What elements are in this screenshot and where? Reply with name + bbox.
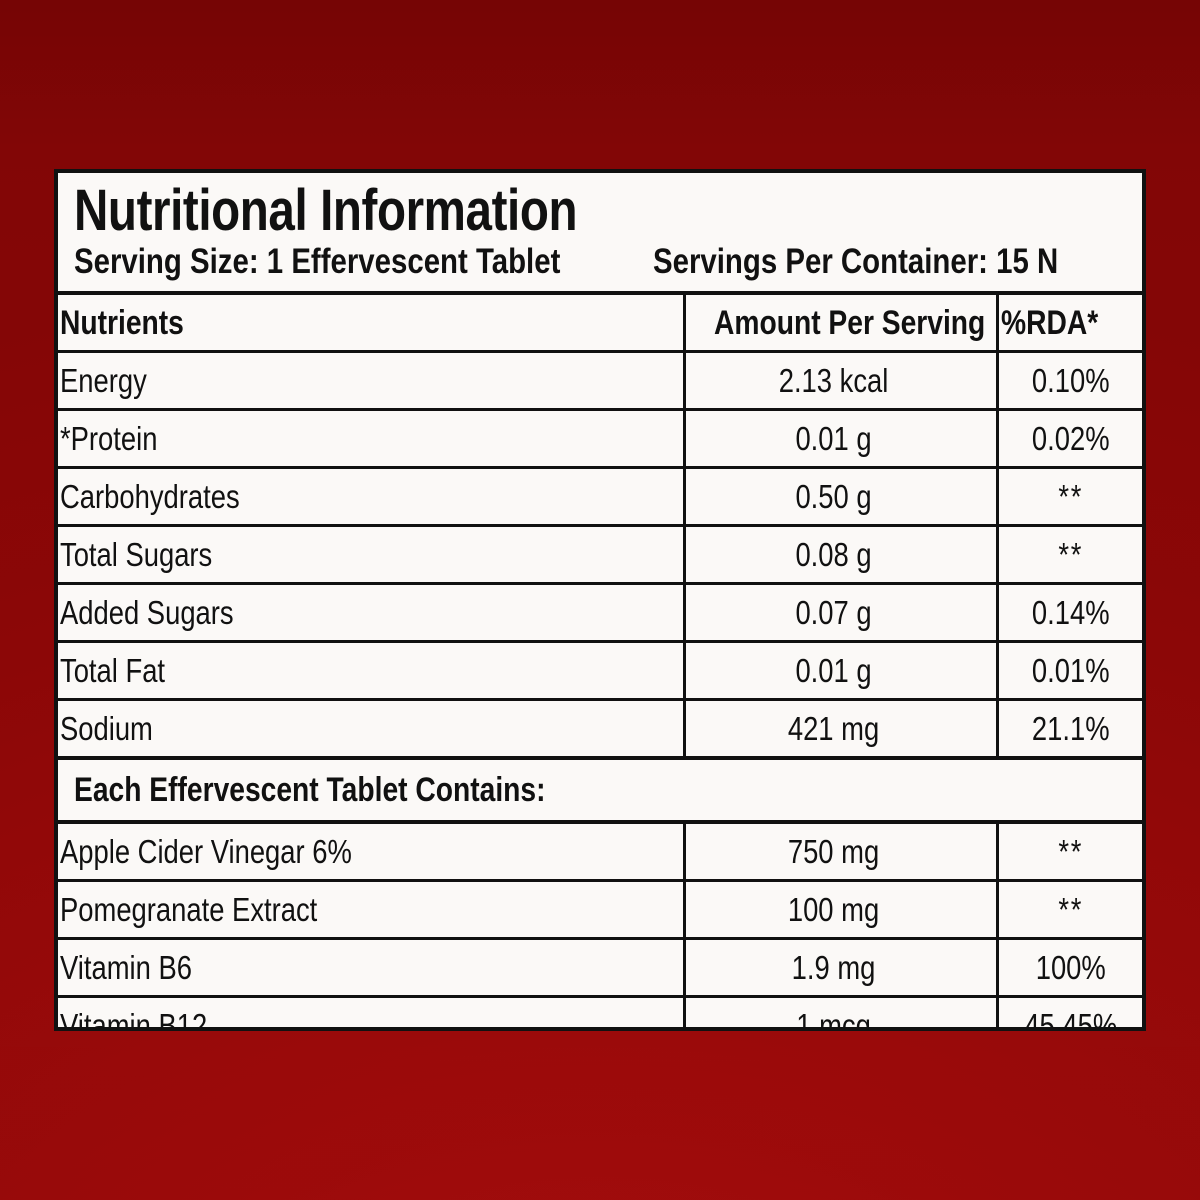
nutrient-amount: 2.13 kcal xyxy=(682,351,997,411)
nutrient-rda: 21.1% xyxy=(995,699,1142,760)
table-row: Vitamin B12 1 mcg 45.45% xyxy=(58,996,1142,1031)
section-heading: Each Effervescent Tablet Contains: xyxy=(58,756,1142,824)
nutrient-rda: ** xyxy=(995,525,1142,585)
label-header: Nutritional Information Serving Size: 1 … xyxy=(58,173,1142,295)
nutrient-name: Total Sugars xyxy=(58,525,684,585)
active-rda: 45.45% xyxy=(995,996,1142,1027)
nutrient-name: *Protein xyxy=(58,409,684,469)
section-heading-row: Each Effervescent Tablet Contains: xyxy=(58,756,1142,824)
table-row: Total Sugars 0.08 g ** xyxy=(58,525,1142,585)
nutrient-rda: ** xyxy=(995,467,1142,527)
nutrient-amount: 421 mg xyxy=(682,699,997,760)
nutrient-name: Total Fat xyxy=(58,641,684,701)
active-rda: ** xyxy=(995,822,1142,882)
table-row: Sodium 421 mg 21.1% xyxy=(58,699,1142,760)
nutrient-amount: 0.07 g xyxy=(682,583,997,643)
table-row: Total Fat 0.01 g 0.01% xyxy=(58,641,1142,701)
nutrient-amount: 0.50 g xyxy=(682,467,997,527)
table-row: Pomegranate Extract 100 mg ** xyxy=(58,880,1142,940)
table-row: Vitamin B6 1.9 mg 100% xyxy=(58,938,1142,998)
active-name: Pomegranate Extract xyxy=(58,880,684,940)
active-amount: 1 mcg xyxy=(682,996,997,1027)
nutrient-amount: 0.08 g xyxy=(682,525,997,585)
table-row: Carbohydrates 0.50 g ** xyxy=(58,467,1142,527)
active-amount: 100 mg xyxy=(682,880,997,940)
nutrient-name: Carbohydrates xyxy=(58,467,684,527)
nutrient-rda: 0.01% xyxy=(995,641,1142,701)
page-title: Nutritional Information xyxy=(74,178,578,243)
nutrient-name: Energy xyxy=(58,351,684,411)
nutrient-rda: 0.14% xyxy=(995,583,1142,643)
nutrient-amount: 0.01 g xyxy=(682,409,997,469)
table-header: Nutrients Amount Per Serving %RDA* xyxy=(58,295,1142,353)
nutrient-rda: 0.10% xyxy=(995,351,1142,411)
nutrient-rda: 0.02% xyxy=(995,409,1142,469)
serving-info-row: Serving Size: 1 Effervescent Tablet Serv… xyxy=(74,242,1126,282)
active-rda: ** xyxy=(995,880,1142,940)
nutrition-facts-card: Nutritional Information Serving Size: 1 … xyxy=(54,169,1146,1031)
active-rda: 100% xyxy=(995,938,1142,998)
nutrient-name: Added Sugars xyxy=(58,583,684,643)
nutrient-name: Sodium xyxy=(58,699,684,760)
table-row: *Protein 0.01 g 0.02% xyxy=(58,409,1142,469)
column-header-nutrients: Nutrients xyxy=(58,295,684,353)
active-amount: 1.9 mg xyxy=(682,938,997,998)
table-row: Apple Cider Vinegar 6% 750 mg ** xyxy=(58,822,1142,882)
column-header-amount: Amount Per Serving xyxy=(682,295,997,353)
nutrition-table: Nutrients Amount Per Serving %RDA* Energ… xyxy=(58,295,1142,1031)
servings-per-container-text: Servings Per Container: 15 N xyxy=(653,242,1059,282)
column-header-rda: %RDA* xyxy=(995,295,1142,353)
active-name: Apple Cider Vinegar 6% xyxy=(58,822,684,882)
nutrient-amount: 0.01 g xyxy=(682,641,997,701)
table-header-row: Nutrients Amount Per Serving %RDA* xyxy=(58,295,1142,353)
active-name: Vitamin B12 xyxy=(60,1007,208,1031)
active-amount: 750 mg xyxy=(682,822,997,882)
active-name: Vitamin B6 xyxy=(58,938,684,998)
serving-size-text: Serving Size: 1 Effervescent Tablet xyxy=(74,242,561,282)
table-row: Energy 2.13 kcal 0.10% xyxy=(58,351,1142,411)
table-body: Energy 2.13 kcal 0.10% *Protein 0.01 g 0… xyxy=(58,351,1142,1031)
table-row: Added Sugars 0.07 g 0.14% xyxy=(58,583,1142,643)
